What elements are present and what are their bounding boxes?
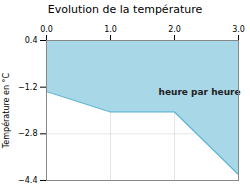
svg-text:−2.8: −2.8 (18, 129, 37, 138)
svg-text:3.0: 3.0 (232, 25, 245, 34)
svg-text:2.0: 2.0 (168, 25, 181, 34)
svg-text:−4.4: −4.4 (18, 176, 37, 185)
svg-text:0.0: 0.0 (40, 25, 53, 34)
svg-text:Température en °C: Température en °C (1, 72, 11, 149)
svg-text:0.4: 0.4 (25, 36, 38, 45)
svg-text:heure par heure: heure par heure (159, 87, 241, 97)
svg-text:1.0: 1.0 (104, 25, 117, 34)
html-text:Evolution de la température: Evolution de la température (47, 3, 203, 16)
svg-text:−1.2: −1.2 (18, 83, 37, 92)
